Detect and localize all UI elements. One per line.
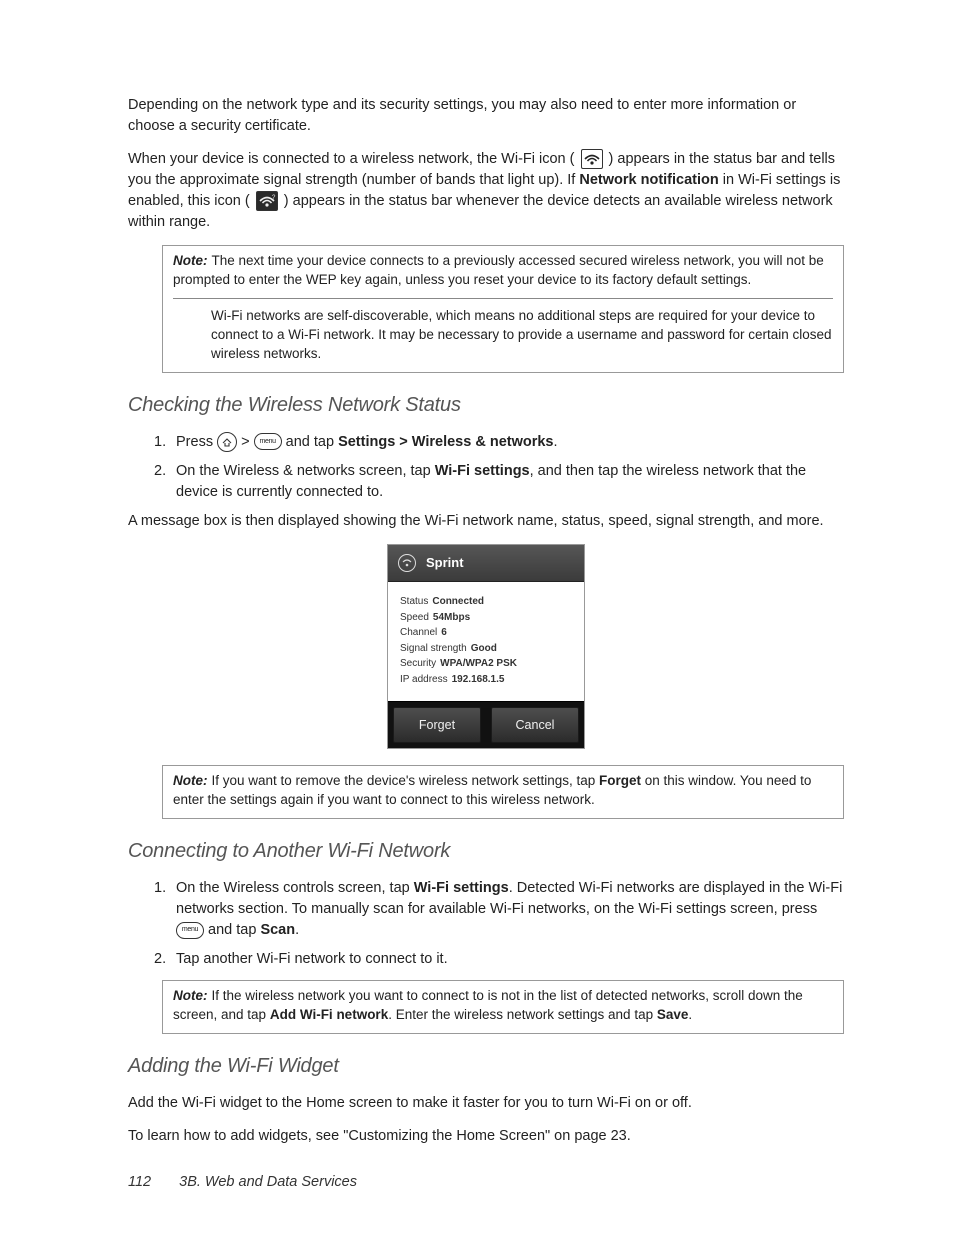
text: and tap	[282, 434, 338, 450]
intro-paragraph-1: Depending on the network type and its se…	[128, 95, 844, 137]
gt-icon: >	[241, 434, 249, 450]
menu-button-icon: menu	[176, 922, 204, 939]
page-footer: 112 3B. Web and Data Services	[128, 1172, 357, 1193]
bold-text: >	[395, 434, 412, 450]
bold-text: Wi-Fi settings	[435, 463, 530, 479]
text: and tap	[204, 922, 260, 938]
section3-p2: To learn how to add widgets, see "Custom…	[128, 1126, 844, 1147]
svg-text:?: ?	[272, 195, 276, 201]
step-2: Tap another Wi-Fi network to connect to …	[176, 949, 844, 970]
intro-paragraph-2: When your device is connected to a wirel…	[128, 149, 844, 233]
cancel-button[interactable]: Cancel	[491, 707, 579, 743]
bold-text: Forget	[599, 773, 641, 788]
bold-text: Wireless & networks	[412, 434, 554, 450]
note-box-2: Note: If you want to remove the device's …	[162, 765, 844, 819]
note-line-1: Note:The next time your device connects …	[173, 252, 833, 290]
step-1: Press > menu and tap Settings > Wireless…	[176, 432, 844, 453]
footer-title: 3B. Web and Data Services	[179, 1174, 357, 1190]
text: Press	[176, 434, 217, 450]
home-button-icon	[217, 432, 237, 452]
dialog-title: Sprint	[426, 554, 464, 573]
bold-text: Network notification	[579, 172, 718, 188]
section-heading-1: Checking the Wireless Network Status	[128, 391, 844, 420]
dialog-row: IP address192.168.1.5	[400, 672, 572, 688]
wifi-available-icon: ?	[256, 191, 278, 211]
note-text: Wi-Fi networks are self-discoverable, wh…	[211, 308, 832, 361]
bold-text: Save	[657, 1007, 689, 1022]
dialog-row: Signal strengthGood	[400, 641, 572, 657]
step-2: On the Wireless & networks screen, tap W…	[176, 461, 844, 503]
text: On the Wireless controls screen, tap	[176, 880, 414, 896]
forget-button[interactable]: Forget	[393, 707, 481, 743]
bold-text: Wi-Fi settings	[414, 880, 509, 896]
dialog-row: Channel6	[400, 625, 572, 641]
note-label: Note:	[173, 253, 208, 268]
after-steps-text: A message box is then displayed showing …	[128, 511, 844, 532]
wifi-dialog-icon	[398, 554, 416, 572]
dialog-header: Sprint	[388, 545, 584, 583]
note-text: . Enter the wireless network settings an…	[388, 1007, 657, 1022]
note-divider	[173, 298, 833, 299]
step-1: On the Wireless controls screen, tap Wi-…	[176, 878, 844, 941]
section-heading-3: Adding the Wi-Fi Widget	[128, 1052, 844, 1081]
note-text: The next time your device connects to a …	[173, 253, 824, 287]
bold-text: Settings	[338, 434, 395, 450]
note-text: .	[688, 1007, 692, 1022]
wifi-icon	[581, 149, 603, 169]
text: When your device is connected to a wirel…	[128, 151, 574, 167]
section3-p1: Add the Wi-Fi widget to the Home screen …	[128, 1093, 844, 1114]
dialog-row: StatusConnected	[400, 594, 572, 610]
note-text: If you want to remove the device's wirel…	[212, 773, 600, 788]
dialog-body: StatusConnected Speed54Mbps Channel6 Sig…	[388, 582, 584, 701]
text: .	[295, 922, 299, 938]
dialog-row: Speed54Mbps	[400, 610, 572, 626]
dialog-buttons: Forget Cancel	[388, 701, 584, 748]
menu-button-icon: menu	[254, 433, 282, 450]
page-number: 112	[128, 1174, 151, 1190]
wifi-status-dialog: Sprint StatusConnected Speed54Mbps Chann…	[387, 544, 585, 750]
bold-text: Add Wi-Fi network	[270, 1007, 388, 1022]
steps-list-2: On the Wireless controls screen, tap Wi-…	[128, 878, 844, 970]
section-heading-2: Connecting to Another Wi-Fi Network	[128, 837, 844, 866]
text: On the Wireless & networks screen, tap	[176, 463, 435, 479]
note-box-3: Note:If the wireless network you want to…	[162, 980, 844, 1034]
dialog-row: SecurityWPA/WPA2 PSK	[400, 656, 572, 672]
bold-text: Scan	[260, 922, 295, 938]
note-label: Note:	[173, 773, 208, 788]
text: .	[554, 434, 558, 450]
note-box-1: Note:The next time your device connects …	[162, 245, 844, 372]
steps-list-1: Press > menu and tap Settings > Wireless…	[128, 432, 844, 503]
note-label: Note:	[173, 988, 208, 1003]
note-line-2: Wi-Fi networks are self-discoverable, wh…	[173, 307, 833, 364]
